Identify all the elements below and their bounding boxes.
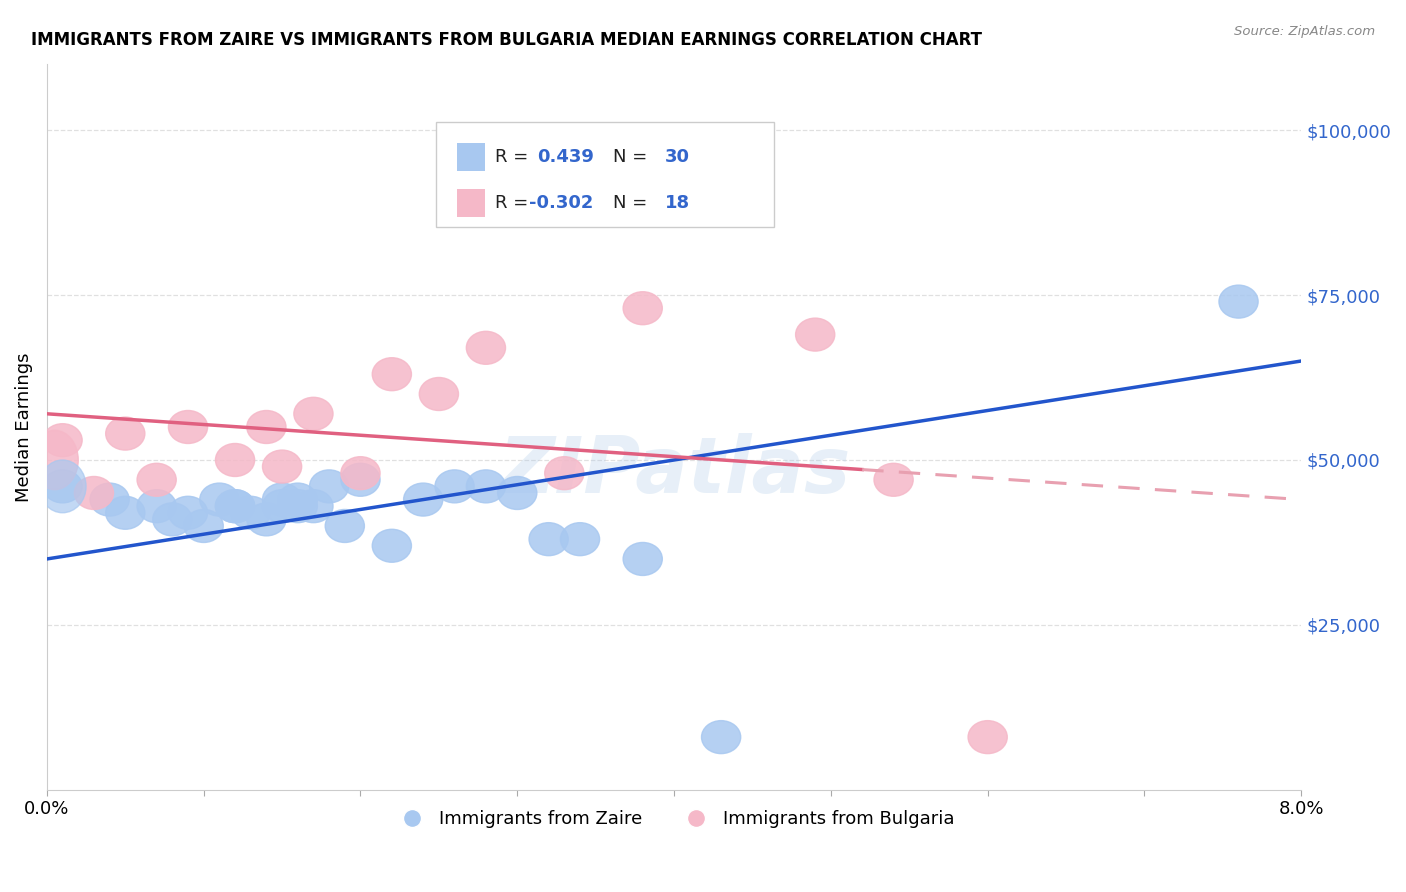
Ellipse shape [215,490,254,523]
Text: 18: 18 [665,194,690,212]
Ellipse shape [278,490,318,523]
Legend: Immigrants from Zaire, Immigrants from Bulgaria: Immigrants from Zaire, Immigrants from B… [387,803,962,835]
Ellipse shape [404,483,443,516]
Text: N =: N = [613,194,647,212]
Text: R =: R = [495,194,534,212]
Ellipse shape [247,410,285,443]
Ellipse shape [325,509,364,542]
FancyBboxPatch shape [457,144,485,171]
Ellipse shape [419,377,458,410]
Ellipse shape [44,470,82,503]
Ellipse shape [340,457,380,490]
Ellipse shape [231,496,270,529]
Ellipse shape [105,417,145,450]
Ellipse shape [44,424,82,457]
Text: Source: ZipAtlas.com: Source: ZipAtlas.com [1234,25,1375,38]
Ellipse shape [105,496,145,529]
Ellipse shape [702,721,741,754]
Text: 30: 30 [665,148,690,166]
Ellipse shape [263,450,302,483]
Ellipse shape [467,470,506,503]
Ellipse shape [200,483,239,516]
Ellipse shape [90,483,129,516]
Ellipse shape [796,318,835,351]
Text: R =: R = [495,148,534,166]
Ellipse shape [136,463,176,496]
Ellipse shape [39,460,86,513]
Ellipse shape [263,490,302,523]
Ellipse shape [340,463,380,496]
Text: 0.439: 0.439 [537,148,595,166]
Text: IMMIGRANTS FROM ZAIRE VS IMMIGRANTS FROM BULGARIA MEDIAN EARNINGS CORRELATION CH: IMMIGRANTS FROM ZAIRE VS IMMIGRANTS FROM… [31,31,981,49]
Text: ZIPatlas: ZIPatlas [498,433,851,508]
Ellipse shape [529,523,568,556]
Ellipse shape [215,443,254,476]
Ellipse shape [153,503,193,536]
Text: -0.302: -0.302 [529,194,593,212]
Ellipse shape [1219,285,1258,318]
Ellipse shape [215,490,254,523]
Ellipse shape [467,331,506,364]
Ellipse shape [373,358,412,391]
Ellipse shape [498,476,537,509]
Ellipse shape [136,490,176,523]
Ellipse shape [247,503,285,536]
FancyBboxPatch shape [457,189,485,217]
Text: N =: N = [613,148,647,166]
Ellipse shape [544,457,583,490]
Y-axis label: Median Earnings: Median Earnings [15,352,32,501]
Ellipse shape [969,721,1007,754]
Ellipse shape [263,483,302,516]
Ellipse shape [169,496,208,529]
Ellipse shape [31,430,79,490]
Ellipse shape [294,397,333,430]
Ellipse shape [169,410,208,443]
Ellipse shape [373,529,412,562]
Ellipse shape [623,542,662,575]
Ellipse shape [75,476,114,509]
Ellipse shape [561,523,599,556]
FancyBboxPatch shape [436,122,775,227]
Ellipse shape [623,292,662,325]
Ellipse shape [184,509,224,542]
Ellipse shape [294,490,333,523]
Ellipse shape [278,483,318,516]
Ellipse shape [309,470,349,503]
Ellipse shape [875,463,912,496]
Ellipse shape [434,470,474,503]
